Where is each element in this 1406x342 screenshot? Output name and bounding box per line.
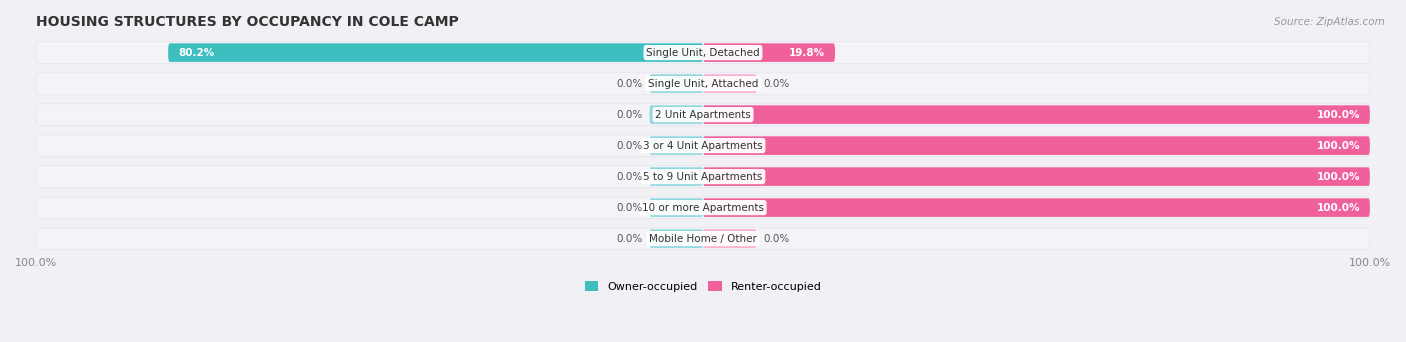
- FancyBboxPatch shape: [37, 197, 1369, 219]
- Text: 0.0%: 0.0%: [617, 109, 643, 120]
- Text: 100.0%: 100.0%: [1316, 141, 1360, 150]
- FancyBboxPatch shape: [703, 167, 1369, 186]
- Text: 100.0%: 100.0%: [1316, 109, 1360, 120]
- FancyBboxPatch shape: [37, 104, 1369, 126]
- FancyBboxPatch shape: [37, 42, 1369, 64]
- Text: 19.8%: 19.8%: [789, 48, 825, 57]
- FancyBboxPatch shape: [650, 74, 703, 93]
- Text: 0.0%: 0.0%: [617, 234, 643, 244]
- Text: Mobile Home / Other: Mobile Home / Other: [650, 234, 756, 244]
- FancyBboxPatch shape: [703, 43, 835, 62]
- Text: 0.0%: 0.0%: [763, 79, 789, 89]
- FancyBboxPatch shape: [650, 136, 703, 155]
- FancyBboxPatch shape: [650, 198, 703, 217]
- Text: 3 or 4 Unit Apartments: 3 or 4 Unit Apartments: [643, 141, 763, 150]
- Legend: Owner-occupied, Renter-occupied: Owner-occupied, Renter-occupied: [581, 277, 825, 296]
- Text: 10 or more Apartments: 10 or more Apartments: [643, 202, 763, 213]
- Text: 80.2%: 80.2%: [179, 48, 215, 57]
- FancyBboxPatch shape: [37, 228, 1369, 249]
- Text: HOUSING STRUCTURES BY OCCUPANCY IN COLE CAMP: HOUSING STRUCTURES BY OCCUPANCY IN COLE …: [37, 15, 458, 29]
- Text: Single Unit, Attached: Single Unit, Attached: [648, 79, 758, 89]
- FancyBboxPatch shape: [169, 43, 703, 62]
- FancyBboxPatch shape: [703, 105, 1369, 124]
- FancyBboxPatch shape: [703, 74, 756, 93]
- FancyBboxPatch shape: [650, 167, 703, 186]
- FancyBboxPatch shape: [37, 73, 1369, 94]
- Text: 0.0%: 0.0%: [617, 79, 643, 89]
- FancyBboxPatch shape: [703, 229, 756, 248]
- Text: 2 Unit Apartments: 2 Unit Apartments: [655, 109, 751, 120]
- FancyBboxPatch shape: [37, 166, 1369, 187]
- Text: 0.0%: 0.0%: [617, 172, 643, 182]
- Text: 5 to 9 Unit Apartments: 5 to 9 Unit Apartments: [644, 172, 762, 182]
- Text: 100.0%: 100.0%: [1316, 172, 1360, 182]
- FancyBboxPatch shape: [37, 135, 1369, 156]
- Text: Source: ZipAtlas.com: Source: ZipAtlas.com: [1274, 17, 1385, 27]
- FancyBboxPatch shape: [703, 136, 1369, 155]
- FancyBboxPatch shape: [650, 105, 703, 124]
- Text: 0.0%: 0.0%: [617, 202, 643, 213]
- Text: 0.0%: 0.0%: [617, 141, 643, 150]
- FancyBboxPatch shape: [703, 198, 1369, 217]
- Text: Single Unit, Detached: Single Unit, Detached: [647, 48, 759, 57]
- FancyBboxPatch shape: [650, 229, 703, 248]
- Text: 0.0%: 0.0%: [763, 234, 789, 244]
- Text: 100.0%: 100.0%: [1316, 202, 1360, 213]
